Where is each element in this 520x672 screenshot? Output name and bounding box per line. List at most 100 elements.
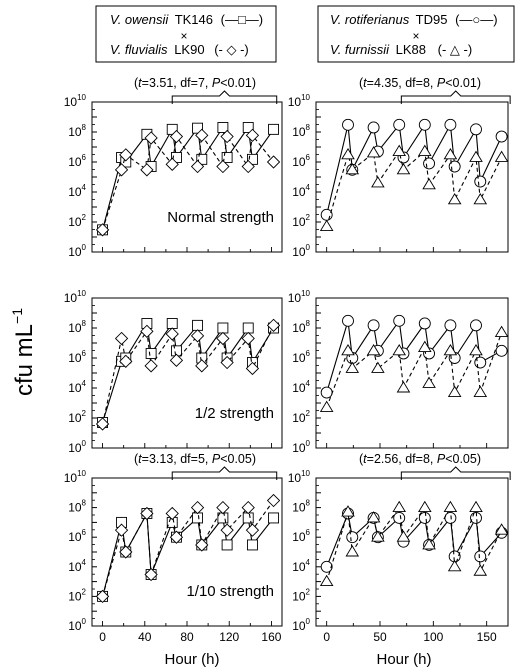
data-point-square — [217, 322, 229, 334]
data-point-circle — [367, 121, 380, 134]
y-tick-label: 108 — [292, 319, 310, 335]
data-point-triangle — [447, 385, 462, 397]
data-point-circle — [470, 319, 482, 332]
data-point-circle — [423, 157, 436, 170]
y-tick-label: 102 — [68, 213, 86, 229]
data-point-triangle — [319, 400, 334, 412]
y-tick-label: 106 — [292, 153, 310, 169]
data-point-diamond — [190, 329, 205, 343]
panel-2-0: 100 102 104 106 108 1010 0 40 80 120 160 (t=3.13, d… — [64, 452, 283, 644]
data-point-diamond — [144, 359, 158, 373]
data-point-triangle — [345, 545, 360, 557]
y-tick-label: 1010 — [64, 93, 87, 109]
legend-right-cross: × — [412, 29, 419, 43]
y-axis-label-text: cfu mL — [11, 324, 38, 396]
svg-text:V. fluvialis LK90: V. fluvialis LK90 (- ◇ -) — [110, 42, 249, 57]
data-point-circle — [474, 175, 487, 188]
data-point-diamond — [216, 500, 230, 515]
significance-bracket — [171, 466, 278, 480]
data-point-square — [268, 123, 280, 135]
data-point-diamond — [140, 506, 154, 521]
panel-0-0: 100 102 104 106 108 1010 (t=3.51, df=7, P<0.01… — [64, 76, 283, 259]
data-point-triangle — [345, 361, 360, 373]
significance-annotation: (t=2.56, df=8, P<0.05) — [359, 452, 481, 466]
data-point-square — [192, 319, 204, 331]
data-point-triangle — [371, 530, 385, 542]
data-point-triangle — [418, 144, 432, 156]
panel-label: 1/10 strength — [186, 583, 274, 600]
data-point-triangle — [366, 511, 381, 523]
data-point-diamond — [241, 500, 255, 515]
data-point-diamond — [95, 417, 110, 431]
data-point-diamond — [241, 159, 255, 174]
legend-right-a-species: V. rotiferianus — [330, 12, 410, 27]
x-axis-label-right: Hour (h) — [376, 651, 431, 668]
svg-text:V. furnissii LK88: V. furnissii LK88 (- △ -) — [330, 42, 472, 57]
y-tick-label: 108 — [68, 123, 86, 139]
series-line — [102, 133, 275, 230]
x-tick-label: 0 — [323, 630, 330, 644]
data-point-diamond — [169, 129, 184, 144]
legend-right: V. rotiferianus TD95 (—○—) × V. furnissi… — [317, 5, 515, 63]
y-tick-label: 1010 — [64, 289, 87, 305]
data-point-diamond — [140, 163, 154, 177]
significance-annotation: (t=3.51, df=7, P<0.01) — [134, 76, 256, 90]
data-point-circle — [418, 511, 431, 524]
significance-annotation: (t=3.13, df=5, P<0.05) — [134, 452, 256, 466]
data-point-diamond — [169, 530, 184, 544]
y-tick-label: 108 — [68, 499, 86, 515]
x-tick-label: 150 — [477, 630, 497, 644]
y-axis-label: cfu mL−1 — [9, 308, 38, 396]
data-point-triangle — [366, 343, 381, 356]
y-tick-label: 102 — [292, 409, 310, 425]
panel-label: 1/2 strength — [195, 405, 274, 422]
data-point-diamond — [165, 327, 179, 341]
data-point-triangle — [392, 500, 406, 513]
data-point-triangle — [371, 176, 385, 188]
data-point-circle — [418, 118, 431, 131]
data-point-diamond — [220, 129, 234, 144]
y-tick-label: 102 — [68, 587, 86, 603]
y-tick-label: 106 — [68, 153, 86, 169]
panel-1-1: 100 102 104 106 108 1010 — [288, 289, 509, 455]
data-point-square — [221, 539, 233, 551]
data-point-diamond — [95, 223, 110, 237]
data-point-triangle — [341, 505, 355, 517]
legend-right-b-glyph: (- △ -) — [438, 42, 473, 57]
data-point-triangle — [443, 343, 458, 356]
data-point-diamond — [114, 163, 129, 177]
data-point-diamond — [190, 159, 205, 174]
legend-left: V. owensii TK146 (—□—) × V. fluvialis LK… — [95, 5, 277, 63]
y-tick-label: 108 — [292, 123, 310, 139]
data-point-diamond — [266, 493, 281, 508]
data-point-diamond — [266, 318, 281, 332]
data-point-triangle — [366, 146, 381, 158]
data-point-diamond — [216, 159, 230, 174]
series-circle — [320, 314, 508, 399]
series-line — [326, 332, 503, 408]
svg-text:V. rotiferianus TD95: V. rotiferianus TD95 (—○—) — [330, 12, 498, 27]
data-point-circle — [320, 208, 333, 221]
data-point-triangle — [418, 500, 432, 513]
data-point-circle — [444, 319, 457, 332]
legend-left-a-strain: TK146 — [175, 12, 213, 27]
x-tick-label: 120 — [219, 630, 239, 644]
data-point-triangle — [341, 147, 355, 160]
data-point-triangle — [371, 361, 385, 373]
y-tick-label: 100 — [68, 617, 86, 633]
data-point-diamond — [119, 148, 133, 162]
data-point-circle — [320, 560, 333, 573]
significance-bracket — [400, 90, 511, 104]
y-tick-label: 100 — [292, 243, 310, 259]
data-point-circle — [342, 314, 354, 327]
x-tick-label: 40 — [138, 630, 152, 644]
data-point-diamond — [241, 331, 255, 346]
y-tick-label: 1010 — [288, 93, 311, 109]
data-point-diamond — [165, 506, 179, 521]
data-point-triangle — [396, 530, 411, 542]
data-point-triangle — [341, 343, 355, 356]
data-point-triangle — [345, 162, 360, 175]
y-tick-label: 100 — [68, 439, 86, 455]
legend-left-b-species: V. fluvialis — [110, 42, 168, 57]
